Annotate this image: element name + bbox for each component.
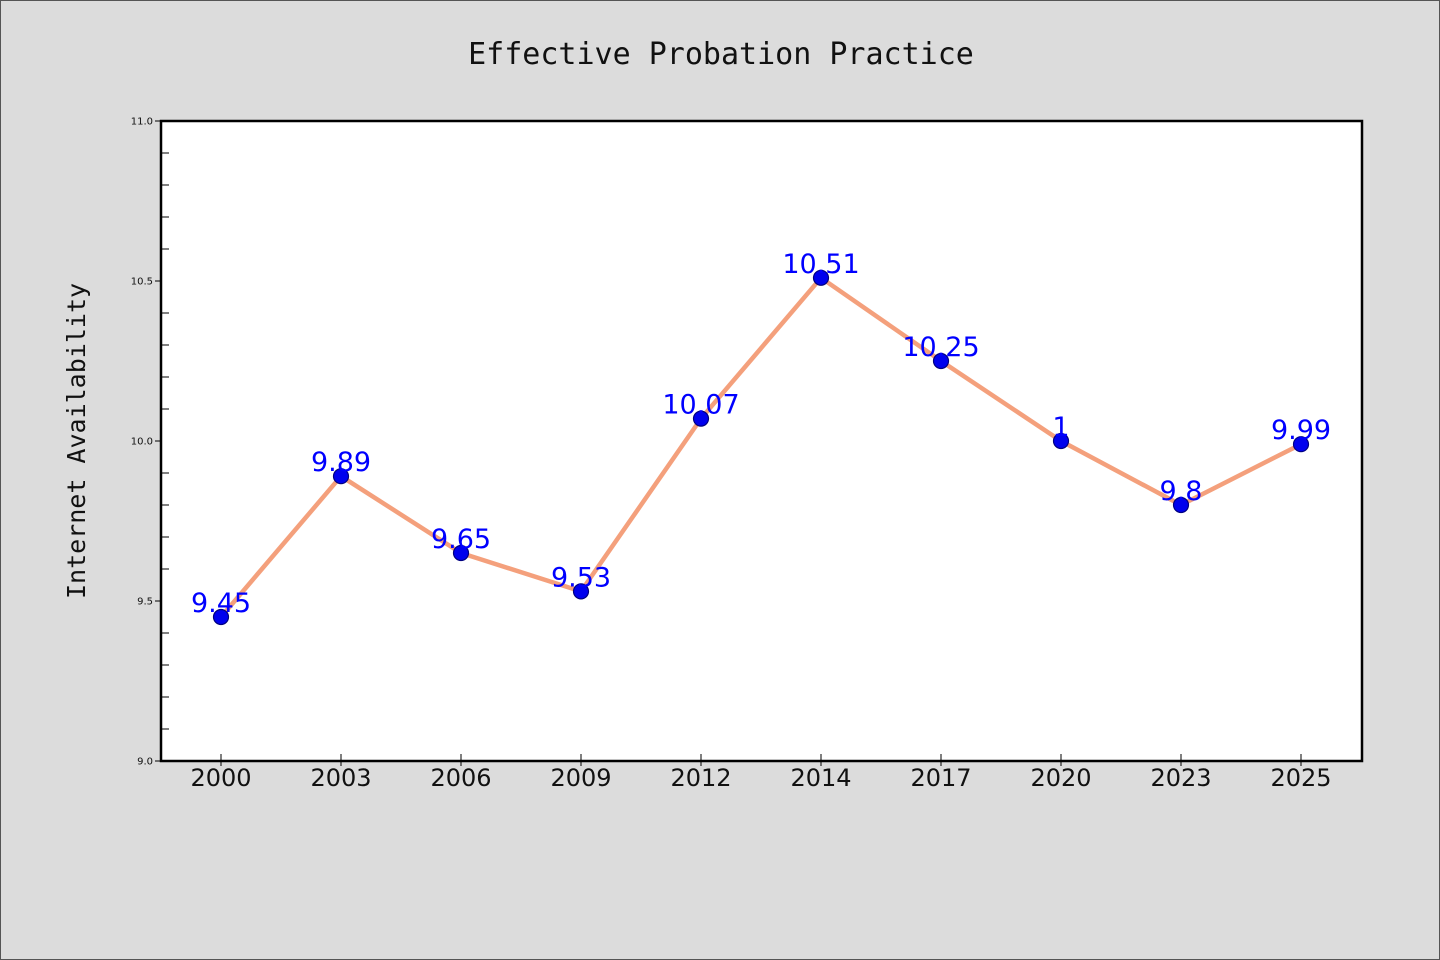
data-point <box>1172 496 1190 514</box>
data-point <box>332 468 350 485</box>
series: 9.45 9.89 9.65 9.53 10.07 10.51 10.25 1 9.8 9.99 <box>191 249 1331 626</box>
data-label: 9.65 <box>431 524 491 555</box>
data-point <box>1052 432 1070 450</box>
x-tick-label: 2020 <box>1030 764 1091 792</box>
chart-title: Effective Probation Practice <box>468 37 974 72</box>
x-tick-label: 2000 <box>190 764 251 792</box>
data-point <box>932 352 950 370</box>
x-tick-label: 2006 <box>430 764 491 792</box>
plot-area <box>161 121 1362 761</box>
data-point <box>572 583 590 600</box>
data-label: 9.53 <box>551 562 611 593</box>
data-label: 10.07 <box>662 390 739 421</box>
data-label: 9.99 <box>1271 415 1331 446</box>
x-tick-label: 2009 <box>550 764 611 792</box>
data-label: 1 <box>1052 412 1069 443</box>
data-point <box>812 269 830 286</box>
data-point <box>212 608 230 626</box>
data-point <box>692 410 710 427</box>
x-tick-label: 2014 <box>790 764 851 792</box>
data-label: 10.25 <box>902 332 979 363</box>
y-axis-label: Internet Availability <box>62 283 91 599</box>
y-axis: 9.0 9.5 10.0 10.5 11.0 <box>131 117 169 768</box>
plot-frame <box>159 119 1364 763</box>
data-point <box>1292 436 1310 453</box>
y-tick-label: 11.0 <box>131 117 153 128</box>
x-axis: 2000 2003 2006 2009 2012 2014 2017 2020 2023 2025 <box>190 754 1332 792</box>
y-tick-label: 9.5 <box>137 597 153 608</box>
x-tick-label: 2012 <box>670 764 731 792</box>
data-label: 10.51 <box>782 249 859 280</box>
data-label: 9.89 <box>311 447 371 478</box>
y-tick-label: 10.5 <box>131 277 153 288</box>
x-tick-label: 2023 <box>1150 764 1211 792</box>
data-point <box>452 544 470 562</box>
y-tick-label: 10.0 <box>131 437 153 448</box>
y-tick-label: 9.0 <box>137 757 153 768</box>
x-tick-label: 2025 <box>1270 764 1331 792</box>
data-label: 9.8 <box>1160 476 1203 507</box>
x-tick-label: 2003 <box>310 764 371 792</box>
series-line <box>218 275 1304 620</box>
data-label: 9.45 <box>191 588 251 619</box>
x-tick-label: 2017 <box>910 764 971 792</box>
